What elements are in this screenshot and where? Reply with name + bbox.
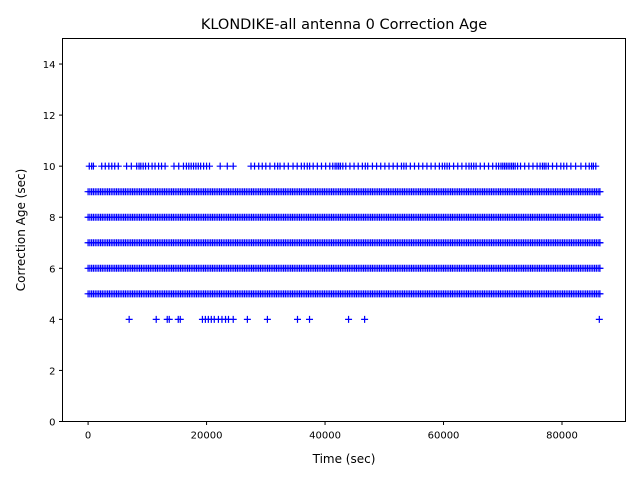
data-point-y10 [114, 162, 122, 170]
x-axis: 0 20000 40000 60000 80000 [85, 421, 578, 442]
data-point-y4 [165, 315, 173, 323]
x-tick-label: 0 [85, 431, 91, 442]
data-point-y7 [596, 239, 604, 247]
data-points [84, 162, 604, 323]
data-point-y10 [229, 162, 237, 170]
data-point-y10 [592, 162, 600, 170]
data-point-y4 [263, 315, 271, 323]
data-point-y10 [89, 162, 97, 170]
data-point-y4 [293, 315, 301, 323]
data-point-y9 [596, 188, 604, 196]
y-axis-label: Correction Age (sec) [14, 169, 28, 292]
data-point-y4 [243, 315, 251, 323]
y-tick-label: 10 [43, 162, 56, 173]
chart-title: KLONDIKE-all antenna 0 Correction Age [201, 17, 487, 33]
y-tick-label: 8 [49, 213, 55, 224]
y-tick-label: 14 [43, 60, 56, 71]
y-axis: 0 2 4 6 8 10 12 14 [43, 60, 63, 429]
data-point-y4 [125, 315, 133, 323]
data-point-y4 [229, 315, 237, 323]
data-point-y10 [206, 162, 214, 170]
data-point-y10 [161, 162, 169, 170]
y-tick-label: 6 [49, 264, 55, 275]
data-point-y4 [152, 315, 160, 323]
data-point-y4 [361, 315, 369, 323]
data-point-y10 [216, 162, 224, 170]
y-tick-label: 0 [49, 418, 55, 429]
x-tick-label: 40000 [309, 431, 341, 442]
data-point-y4 [345, 315, 353, 323]
x-tick-label: 20000 [191, 431, 223, 442]
data-point-y5 [596, 290, 604, 298]
plot-area-frame [62, 38, 626, 422]
data-point-y10 [223, 162, 231, 170]
data-point-y4 [176, 315, 184, 323]
x-tick-label: 60000 [428, 431, 460, 442]
x-tick-label: 80000 [546, 431, 578, 442]
data-point-y8 [596, 213, 604, 221]
y-tick-label: 12 [43, 111, 56, 122]
data-point-y6 [596, 264, 604, 272]
y-tick-label: 4 [49, 315, 55, 326]
data-point-y4 [306, 315, 314, 323]
data-point-y4 [595, 315, 603, 323]
x-axis-label: Time (sec) [312, 452, 376, 466]
y-tick-label: 2 [49, 366, 55, 377]
